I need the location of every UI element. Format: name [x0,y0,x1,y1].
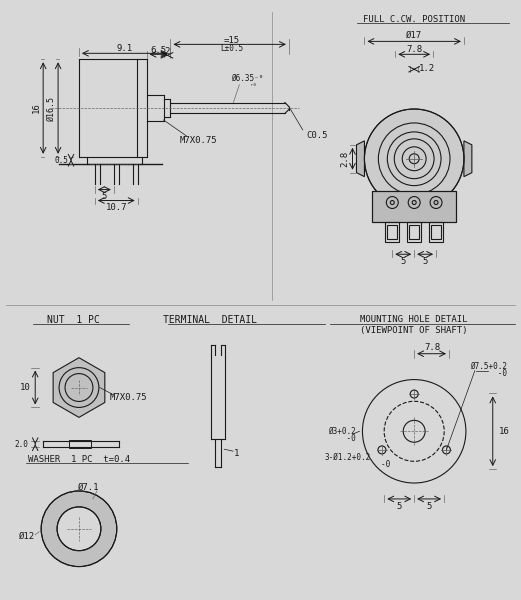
Text: FULL C.CW. POSITION: FULL C.CW. POSITION [363,15,465,24]
Text: 5: 5 [426,502,432,511]
Text: 16: 16 [499,427,510,436]
Text: 5: 5 [396,502,402,511]
Text: =15: =15 [224,36,240,45]
Circle shape [41,491,117,566]
Text: C0.5: C0.5 [306,131,328,140]
Text: M7X0.75: M7X0.75 [110,393,147,402]
Circle shape [365,109,464,208]
Text: MOUNTING HOLE DETAIL: MOUNTING HOLE DETAIL [361,316,468,325]
Text: 7.8: 7.8 [424,343,440,352]
Text: 2: 2 [164,47,170,56]
Text: 5: 5 [423,257,428,266]
Text: -0: -0 [344,460,391,469]
Text: Ø7.1: Ø7.1 [78,482,100,491]
Text: Ø16.5: Ø16.5 [46,95,56,121]
Text: Ø17: Ø17 [406,31,422,40]
Text: WASHER  1 PC  t=0.4: WASHER 1 PC t=0.4 [28,455,130,464]
Bar [386,223,399,242]
Text: 16: 16 [32,103,41,113]
Text: TERMINAL  DETAIL: TERMINAL DETAIL [163,315,257,325]
Bar [387,226,398,239]
Text: Ø7.5+0.2: Ø7.5+0.2 [470,362,507,371]
Text: 1: 1 [233,449,239,458]
Text: L±0.5: L±0.5 [220,44,243,53]
Text: 10: 10 [20,383,31,392]
Text: 3-Ø1.2+0.2: 3-Ø1.2+0.2 [325,452,370,461]
Bar [407,223,421,242]
Text: 10.7: 10.7 [106,203,127,212]
Bar [373,191,456,223]
Polygon shape [53,358,105,418]
Text: 2.8: 2.8 [340,151,349,167]
Text: 6.5: 6.5 [151,46,167,55]
Text: 1.2: 1.2 [419,64,435,73]
Circle shape [57,507,101,551]
Text: 5: 5 [102,192,107,201]
Text: Ø3+0.2: Ø3+0.2 [328,427,355,436]
Text: 5: 5 [401,257,406,266]
Text: -0: -0 [328,434,355,443]
Text: 2.0: 2.0 [15,440,28,449]
Bar [409,226,419,239]
Text: Ø12: Ø12 [19,532,35,541]
Bar [429,223,443,242]
Polygon shape [464,141,472,176]
Bar [69,440,91,448]
Text: Ø6.35⁻⁰: Ø6.35⁻⁰ [231,74,264,83]
Bar [373,191,456,223]
Text: 0.5: 0.5 [54,156,68,165]
Text: -0: -0 [470,369,507,378]
Text: 7.8: 7.8 [406,45,422,54]
Text: NUT  1 PC: NUT 1 PC [46,315,100,325]
Polygon shape [356,141,365,176]
Text: ⁺⁰: ⁺⁰ [250,84,257,89]
Text: M7X0.75: M7X0.75 [180,136,217,145]
Bar [431,226,441,239]
Text: (VIEWPOINT OF SHAFT): (VIEWPOINT OF SHAFT) [361,326,468,335]
Text: 9.1: 9.1 [117,44,133,53]
